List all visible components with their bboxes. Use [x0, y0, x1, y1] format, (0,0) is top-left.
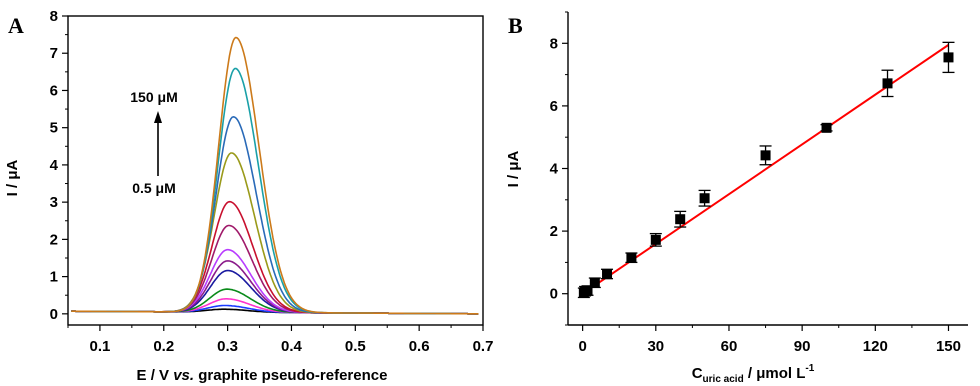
y-tick-label: 6 — [50, 82, 58, 99]
data-point — [882, 78, 893, 89]
chart-a: E / V vs. graphite pseudo-reference I / … — [4, 8, 493, 384]
y-tick-label: 0 — [550, 286, 558, 303]
y-tick-label: 5 — [50, 120, 58, 137]
y-tick-label: 7 — [50, 45, 58, 62]
y-tick-label: 1 — [50, 269, 58, 286]
y-tick-label: 3 — [50, 194, 58, 211]
chart-a-frame — [67, 15, 484, 326]
y-tick-label: 6 — [550, 98, 558, 115]
voltammogram-5 — [71, 269, 479, 315]
data-point — [821, 122, 832, 133]
data-point — [626, 252, 637, 263]
chart-b: I / μA Curic acid / μmol L-1 0 30 60 90 120 1… — [505, 11, 968, 385]
panel-label-a: A — [8, 13, 24, 38]
x-tick-label: 60 — [721, 338, 738, 355]
data-point — [582, 285, 593, 296]
chart-b-ylabel: I / μA — [505, 150, 522, 187]
x-tick-label: 0.7 — [473, 338, 494, 355]
x-tick-label: 120 — [863, 338, 888, 355]
y-tick-label: 8 — [550, 35, 558, 52]
y-tick-label: 2 — [550, 223, 558, 240]
data-point — [943, 52, 954, 63]
x-tick-label: 0.3 — [217, 338, 238, 355]
chart-a-ylabel: I / μA — [4, 159, 21, 196]
voltammogram-8 — [71, 224, 479, 315]
annotation-bottom: 0.5 μM — [132, 180, 176, 196]
x-tick-label: 0.6 — [409, 338, 430, 355]
x-tick-label: 150 — [936, 338, 961, 355]
data-point — [650, 234, 661, 245]
x-tick-label: 0 — [578, 338, 586, 355]
chart-b-xlabel: Curic acid / μmol L-1 — [692, 363, 815, 385]
y-tick-label: 8 — [50, 8, 58, 25]
x-tick-label: 0.2 — [153, 338, 174, 355]
data-point — [602, 268, 613, 279]
fit-line — [582, 44, 950, 295]
data-point — [760, 150, 771, 161]
data-point — [675, 214, 686, 225]
annotation-top: 150 μM — [130, 89, 177, 105]
x-tick-label: 90 — [794, 338, 811, 355]
data-point — [699, 193, 710, 204]
arrow-head — [154, 111, 162, 123]
x-tick-label: 30 — [647, 338, 664, 355]
y-tick-label: 0 — [50, 306, 58, 323]
x-tick-label: 0.5 — [345, 338, 366, 355]
y-tick-label: 4 — [550, 161, 559, 178]
x-tick-label: 0.4 — [281, 338, 303, 355]
voltammogram-13 — [71, 36, 479, 315]
x-tick-label: 0.1 — [89, 338, 110, 355]
chart-a-xlabel: E / V vs. graphite pseudo-reference — [137, 367, 388, 384]
voltammogram-10 — [71, 152, 479, 315]
data-point — [589, 277, 600, 288]
y-tick-label: 4 — [50, 157, 59, 174]
panel-label-b: B — [508, 13, 523, 38]
y-tick-label: 2 — [50, 231, 58, 248]
